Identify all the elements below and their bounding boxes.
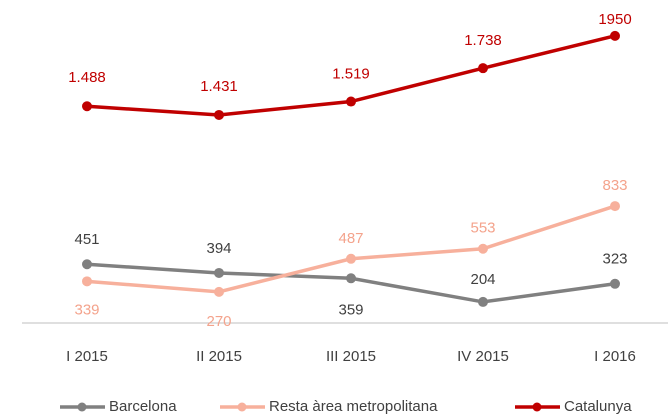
data-label: 204 [470, 271, 495, 288]
point [214, 286, 224, 297]
data-label: 1.488 [68, 69, 106, 86]
legend-marker [237, 402, 247, 412]
data-label: 451 [74, 231, 99, 248]
point [214, 267, 224, 278]
point [82, 101, 92, 112]
data-label: 553 [470, 220, 495, 237]
x-tick-label: III 2015 [326, 348, 376, 365]
point [214, 109, 224, 120]
point [346, 273, 356, 284]
point [478, 296, 488, 307]
data-label: 323 [602, 251, 627, 268]
point [82, 276, 92, 287]
point [82, 259, 92, 270]
x-tick-label: IV 2015 [457, 348, 509, 365]
x-tick-label: I 2016 [594, 348, 636, 365]
data-label: 1.738 [464, 32, 502, 49]
data-label: 359 [338, 301, 363, 318]
data-label: 1950 [598, 11, 631, 28]
point [478, 243, 488, 254]
legend-label: Barcelona [109, 398, 177, 415]
legend-label: Catalunya [564, 398, 632, 415]
data-label: 487 [338, 230, 363, 247]
point [346, 253, 356, 264]
data-label: 270 [206, 313, 231, 330]
point [610, 30, 620, 41]
data-label: 1.431 [200, 78, 238, 95]
data-label: 339 [74, 301, 99, 318]
data-label: 394 [206, 240, 231, 257]
x-tick-label: II 2015 [196, 348, 242, 365]
point [346, 96, 356, 107]
legend-marker [532, 402, 542, 412]
x-tick-label: I 2015 [66, 348, 108, 365]
point [610, 278, 620, 289]
data-label: 833 [602, 177, 627, 194]
point [610, 201, 620, 212]
data-label: 1.519 [332, 66, 370, 83]
point [478, 63, 488, 74]
legend-marker [77, 402, 87, 412]
legend-label: Resta àrea metropolitana [269, 398, 438, 415]
